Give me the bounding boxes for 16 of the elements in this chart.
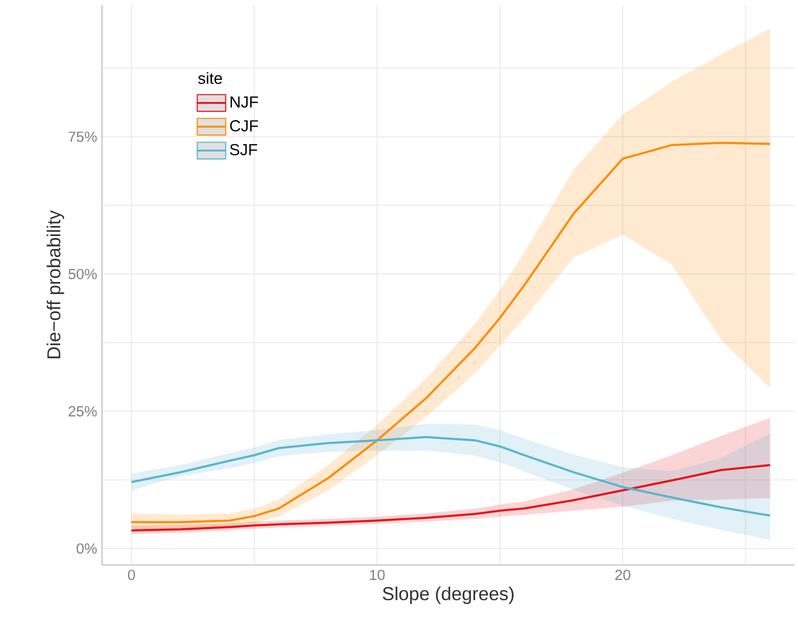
y-tick-label: 50%: [68, 268, 97, 280]
legend-label: SJF: [230, 144, 258, 156]
y-axis-title: Die−off probability: [46, 210, 64, 358]
legend-label: CJF: [230, 120, 258, 132]
legend-label: NJF: [230, 96, 258, 108]
x-axis-title: Slope (degrees): [382, 586, 514, 604]
y-tick-label: 25%: [68, 406, 97, 416]
legend-title: site: [198, 72, 222, 84]
x-tick-label: 20: [615, 570, 630, 580]
line-series: [130, 142, 772, 524]
line-series: [130, 464, 772, 532]
x-tick-label: 10: [370, 570, 385, 580]
y-tick-label: 75%: [68, 132, 97, 142]
line-series: [130, 436, 772, 517]
y-tick-label: 0%: [76, 543, 97, 554]
x-tick-label: 0: [128, 570, 135, 580]
